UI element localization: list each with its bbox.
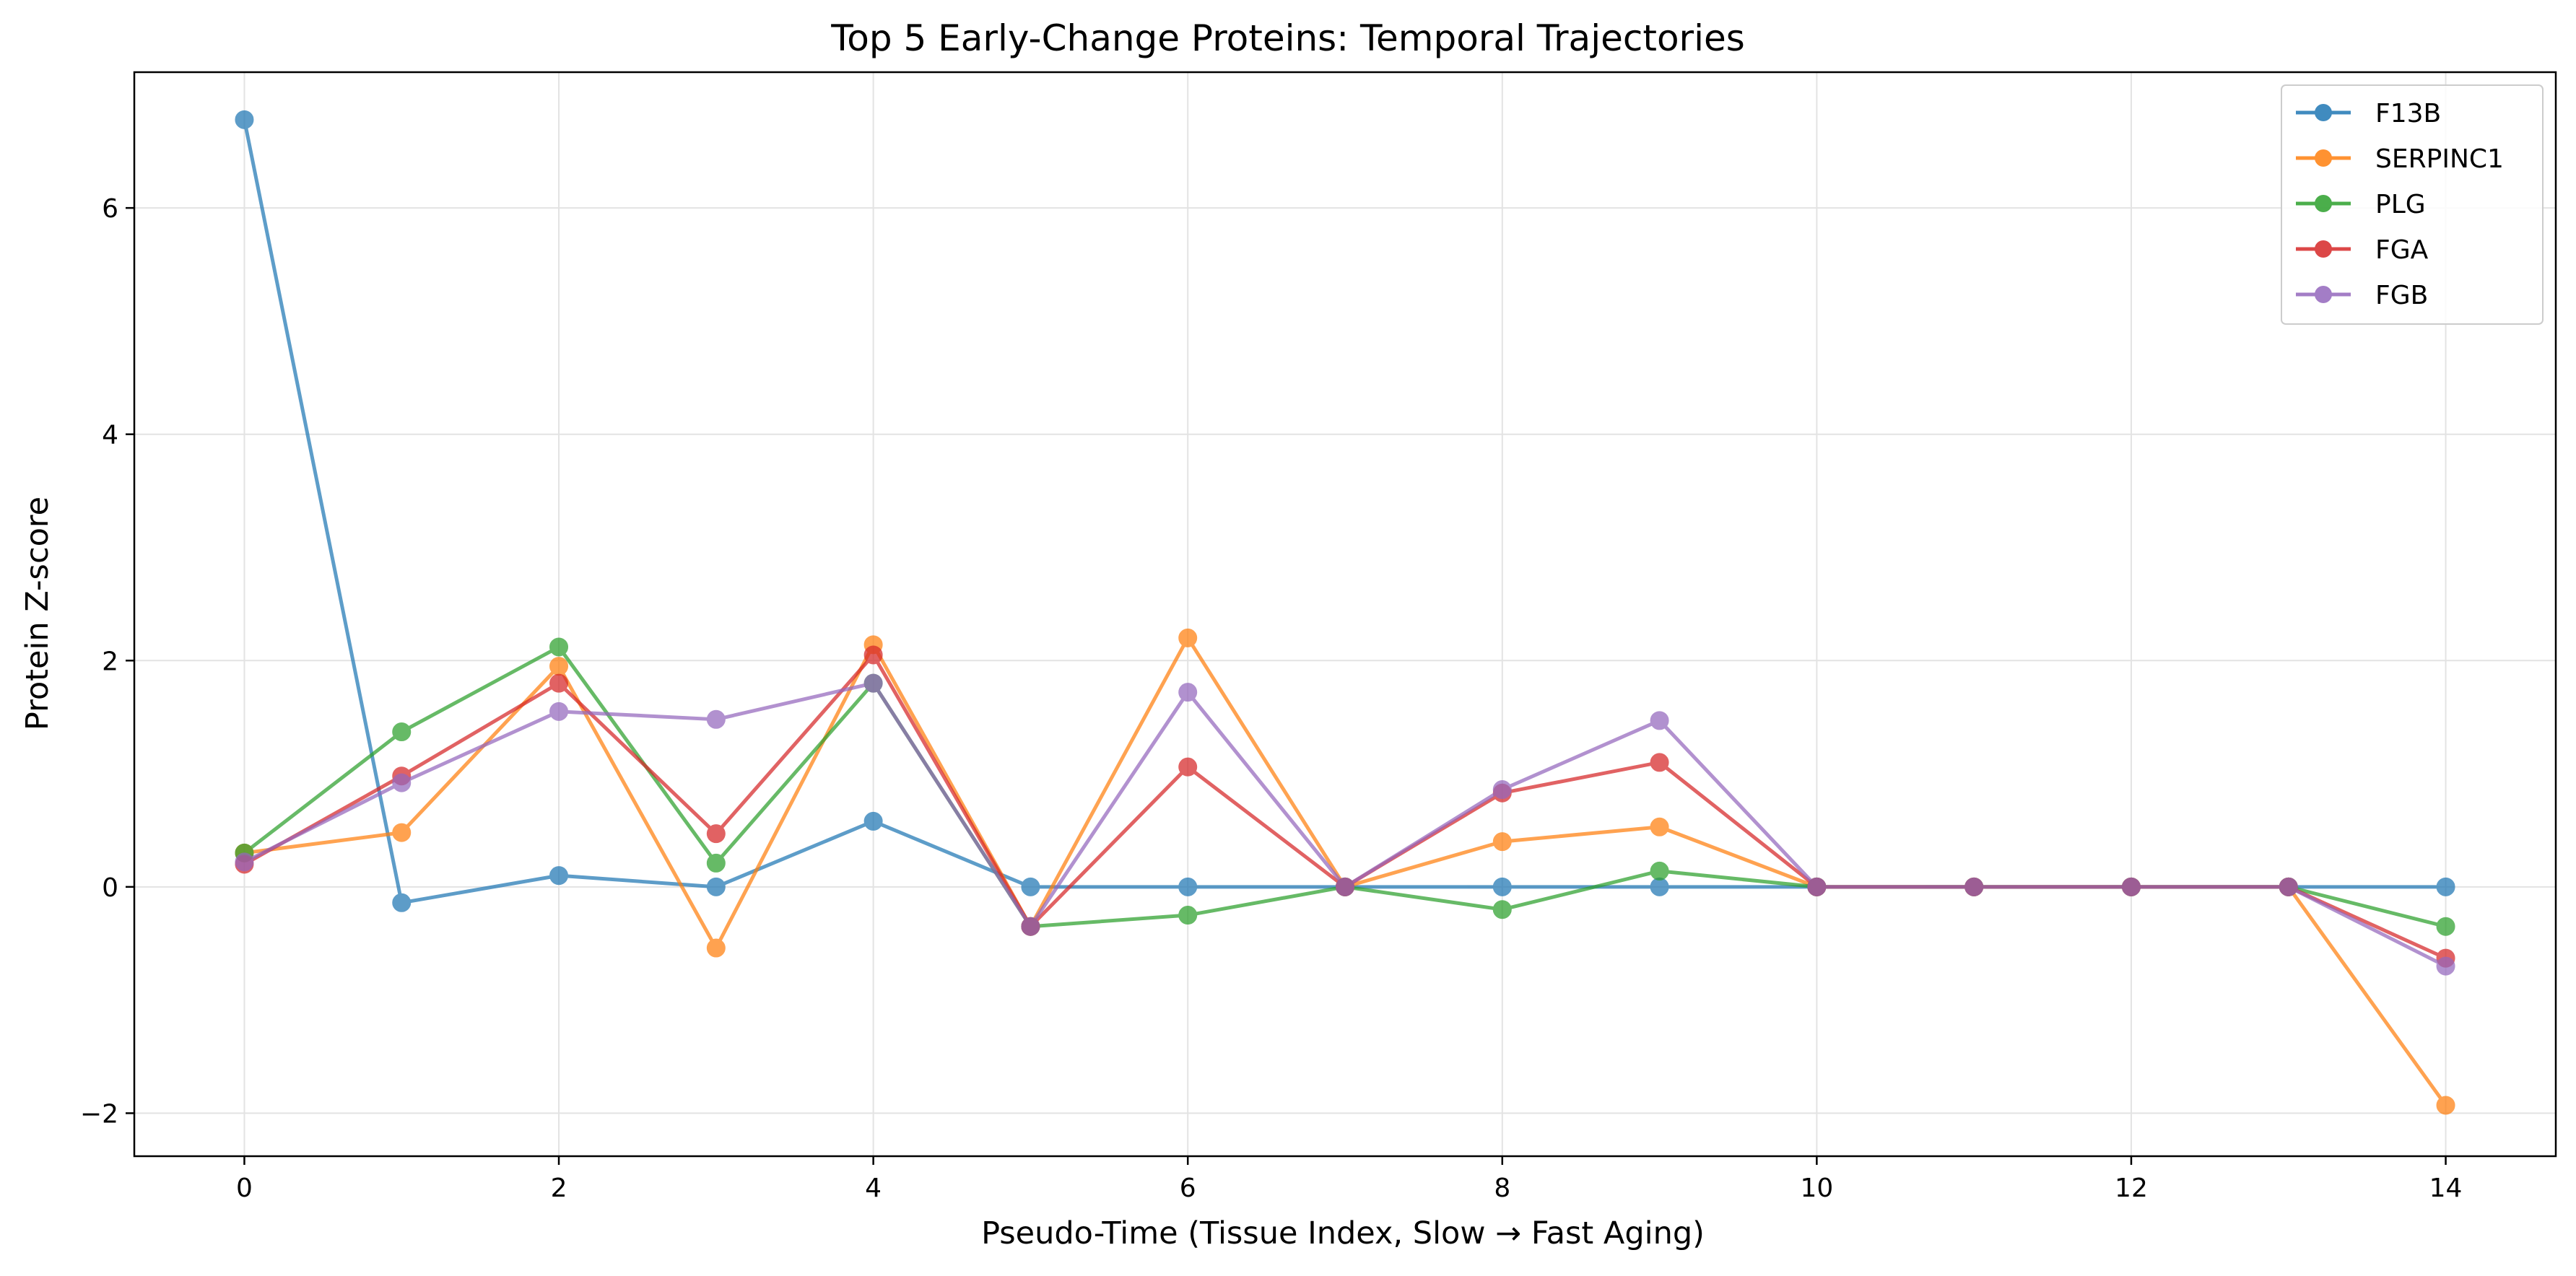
data-point-plg <box>1178 906 1198 925</box>
series-line-f13b <box>243 119 2446 905</box>
data-point-fga <box>549 673 569 693</box>
legend-swatch-marker <box>2315 240 2332 258</box>
legend: F13B SERPINC1 PLG FGA FGB <box>2281 84 2544 325</box>
data-point-plg <box>706 853 726 873</box>
data-point-serpinc1 <box>1178 628 1198 647</box>
data-point-fgb <box>1650 711 1669 730</box>
data-point-fgb <box>2121 877 2141 896</box>
legend-entry-serpinc1 <box>2296 149 2351 167</box>
x-tick-label: 14 <box>2429 1174 2463 1203</box>
grid <box>134 72 2556 1156</box>
y-tick-label: 6 <box>102 194 118 224</box>
data-point-f13b <box>235 110 254 129</box>
legend-entry-f13b <box>2296 104 2351 121</box>
y-axis-label: Protein Z-score <box>19 497 56 730</box>
x-tick-label: 10 <box>1800 1174 1833 1203</box>
data-point-fgb <box>235 852 254 872</box>
data-point-f13b <box>392 893 412 912</box>
y-tick-label: −2 <box>80 1099 118 1129</box>
data-point-f13b <box>549 866 569 886</box>
legend-swatch-marker <box>2315 104 2332 121</box>
x-tick-label: 2 <box>551 1174 567 1203</box>
y-axis: −2 0 2 4 6 <box>80 194 134 1129</box>
data-point-fgb <box>1336 877 1354 896</box>
x-axis-label: Pseudo-Time (Tissue Index, Slow → Fast A… <box>981 1215 1705 1251</box>
data-point-serpinc1 <box>2436 1096 2455 1115</box>
series-line-fgb <box>243 681 2447 968</box>
series-serpinc1 <box>235 628 2455 1115</box>
series-fga <box>235 645 2455 968</box>
x-tick-label: 0 <box>236 1174 253 1203</box>
data-point-plg <box>1492 900 1512 919</box>
data-point-fga <box>706 824 726 844</box>
data-point-fgb <box>392 773 412 792</box>
x-tick-label: 8 <box>1494 1174 1510 1203</box>
data-point-fgb <box>863 673 883 693</box>
data-point-fgb <box>2436 956 2455 976</box>
data-point-f13b <box>1492 877 1512 896</box>
data-point-serpinc1 <box>549 657 569 676</box>
legend-entry-plg <box>2296 195 2351 212</box>
data-point-fgb <box>549 702 569 721</box>
legend-swatch-marker <box>2315 149 2332 167</box>
series-line-fga <box>243 652 2447 960</box>
data-point-plg <box>2436 917 2455 936</box>
legend-swatch-marker <box>2315 195 2332 212</box>
series-line-serpinc1 <box>244 636 2447 1106</box>
data-point-fgb <box>706 709 726 729</box>
legend-entry-fga <box>2296 240 2351 258</box>
data-point-fgb <box>1178 683 1198 702</box>
data-point-plg <box>549 637 569 657</box>
data-point-f13b <box>863 811 883 831</box>
data-point-serpinc1 <box>1492 832 1512 852</box>
y-tick-label: 4 <box>102 421 118 450</box>
series-layer <box>235 110 2455 1115</box>
series-fgb <box>235 673 2455 976</box>
data-point-plg <box>1650 861 1669 880</box>
chart-title: Top 5 Early-Change Proteins: Temporal Tr… <box>830 17 1745 59</box>
legend-label: FGB <box>2375 281 2428 310</box>
plot-frame <box>133 71 2557 1158</box>
series-f13b <box>235 110 2455 912</box>
legend-label: F13B <box>2375 99 2441 128</box>
legend-label: SERPINC1 <box>2375 144 2504 174</box>
data-point-fgb <box>1492 780 1512 800</box>
x-tick-label: 12 <box>2115 1174 2148 1203</box>
data-point-fgb <box>1021 917 1040 936</box>
x-tick-label: 6 <box>1180 1174 1196 1203</box>
y-tick-label: 0 <box>102 873 118 903</box>
data-point-fga <box>1650 753 1669 772</box>
data-point-f13b <box>1650 877 1669 896</box>
x-tick-label: 4 <box>865 1174 882 1203</box>
data-point-serpinc1 <box>706 938 726 958</box>
legend-label: PLG <box>2375 190 2426 219</box>
data-point-f13b <box>2436 877 2455 896</box>
legend-label: FGA <box>2375 235 2429 265</box>
data-point-f13b <box>1178 877 1198 896</box>
data-point-serpinc1 <box>392 823 412 842</box>
data-point-f13b <box>1021 877 1040 896</box>
data-point-fgb <box>1964 877 1984 896</box>
y-tick-label: 2 <box>102 647 118 676</box>
data-point-fgb <box>2279 877 2298 896</box>
data-point-fga <box>1178 757 1198 777</box>
legend-entry-fgb <box>2296 286 2351 303</box>
x-axis: 0 2 4 6 8 10 12 14 <box>236 1156 2462 1203</box>
data-point-f13b <box>706 877 726 896</box>
legend-box <box>2281 84 2544 325</box>
data-point-plg <box>392 722 412 742</box>
data-point-fga <box>863 645 883 665</box>
data-point-serpinc1 <box>1650 817 1669 836</box>
data-point-fgb <box>1807 877 1827 896</box>
legend-swatch-marker <box>2315 286 2332 303</box>
